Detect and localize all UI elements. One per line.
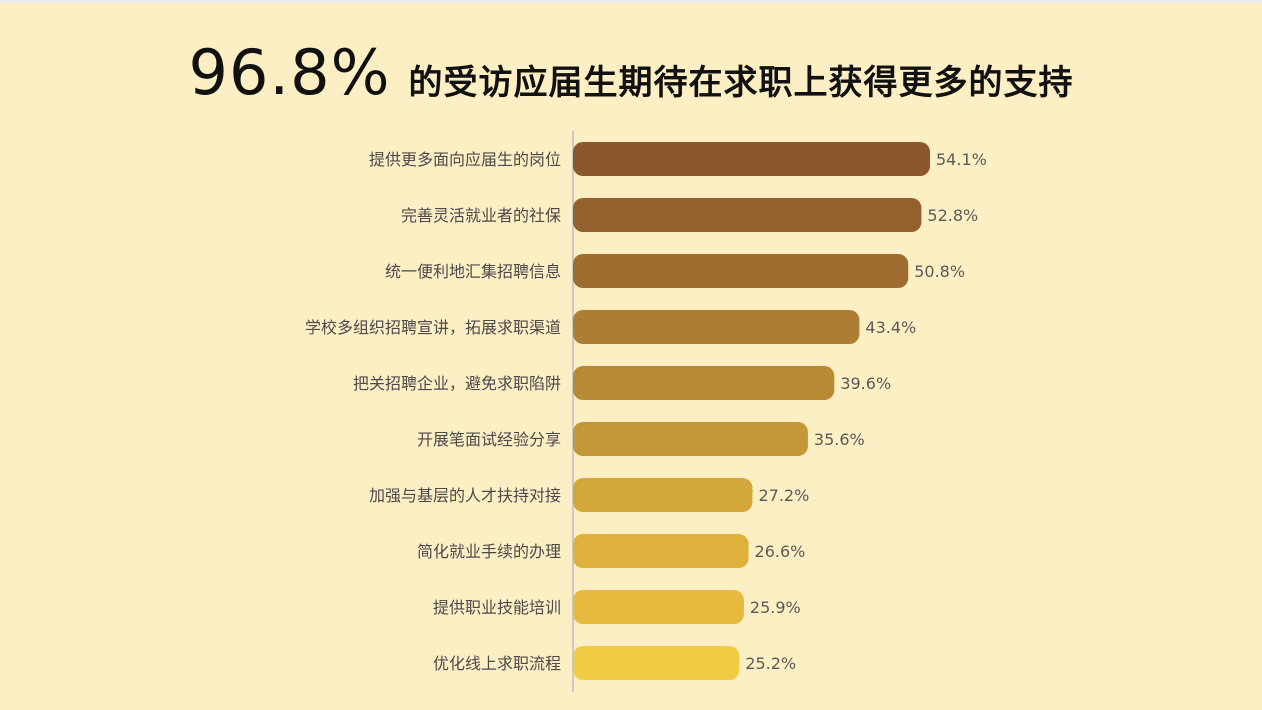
value-label: 52.8% [927, 206, 978, 225]
category-label: 统一便利地汇集招聘信息 [385, 262, 561, 281]
bar [573, 590, 744, 624]
value-label: 50.8% [914, 262, 965, 281]
value-label: 54.1% [936, 150, 987, 169]
value-label: 26.6% [755, 542, 806, 561]
highlight-percentage: 96.8% [188, 36, 391, 109]
bar [573, 366, 835, 400]
value-label: 25.9% [750, 598, 801, 617]
category-label: 优化线上求职流程 [433, 654, 561, 673]
bar [573, 478, 753, 512]
category-label: 把关招聘企业，避免求职陷阱 [353, 374, 561, 393]
bar [573, 646, 740, 680]
value-label: 27.2% [758, 486, 809, 505]
value-label: 39.6% [840, 374, 891, 393]
category-label: 完善灵活就业者的社保 [401, 206, 561, 225]
value-label: 35.6% [814, 430, 865, 449]
category-label: 提供职业技能培训 [433, 598, 561, 617]
bar [573, 422, 808, 456]
bar [573, 198, 922, 232]
category-label: 开展笔面试经验分享 [417, 430, 561, 449]
bar [573, 534, 749, 568]
category-label: 学校多组织招聘宣讲，拓展求职渠道 [305, 318, 561, 337]
top-border [0, 0, 1262, 3]
category-label: 简化就业手续的办理 [417, 542, 561, 561]
category-label: 提供更多面向应届生的岗位 [369, 150, 561, 169]
value-label: 25.2% [745, 654, 796, 673]
bar [573, 142, 930, 176]
category-label: 加强与基层的人才扶持对接 [369, 486, 561, 505]
bar [573, 310, 860, 344]
bar [573, 254, 909, 288]
chart-title: 96.8% 的受访应届生期待在求职上获得更多的支持 [0, 36, 1262, 109]
value-label: 43.4% [865, 318, 916, 337]
title-text: 的受访应届生期待在求职上获得更多的支持 [408, 63, 1074, 103]
